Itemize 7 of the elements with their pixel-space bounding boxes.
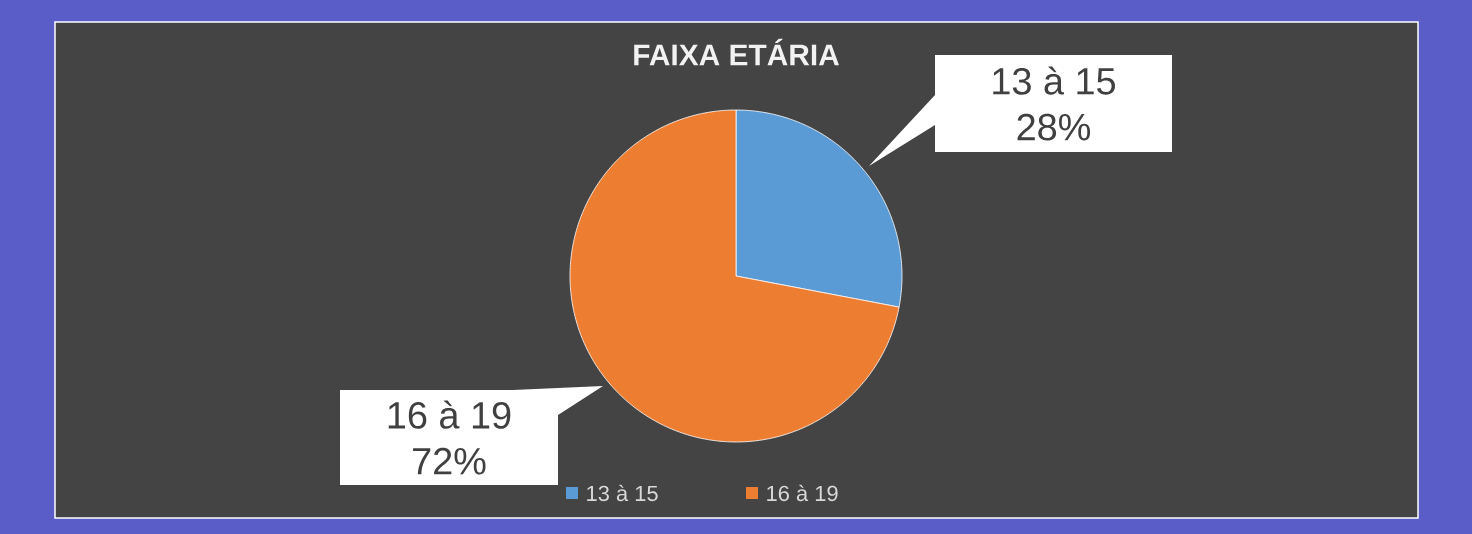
legend-label: 16 à 19 [767, 484, 838, 502]
slice-label: 13 à 15 [993, 66, 1116, 95]
chart-title: FAIXA ETÁRIA [634, 38, 839, 66]
data-label: 28% [1017, 113, 1091, 141]
slice-label: 16 à 19 [388, 400, 511, 429]
legend-label: 13 à 15 [587, 484, 658, 502]
data-label: 72% [413, 447, 486, 475]
